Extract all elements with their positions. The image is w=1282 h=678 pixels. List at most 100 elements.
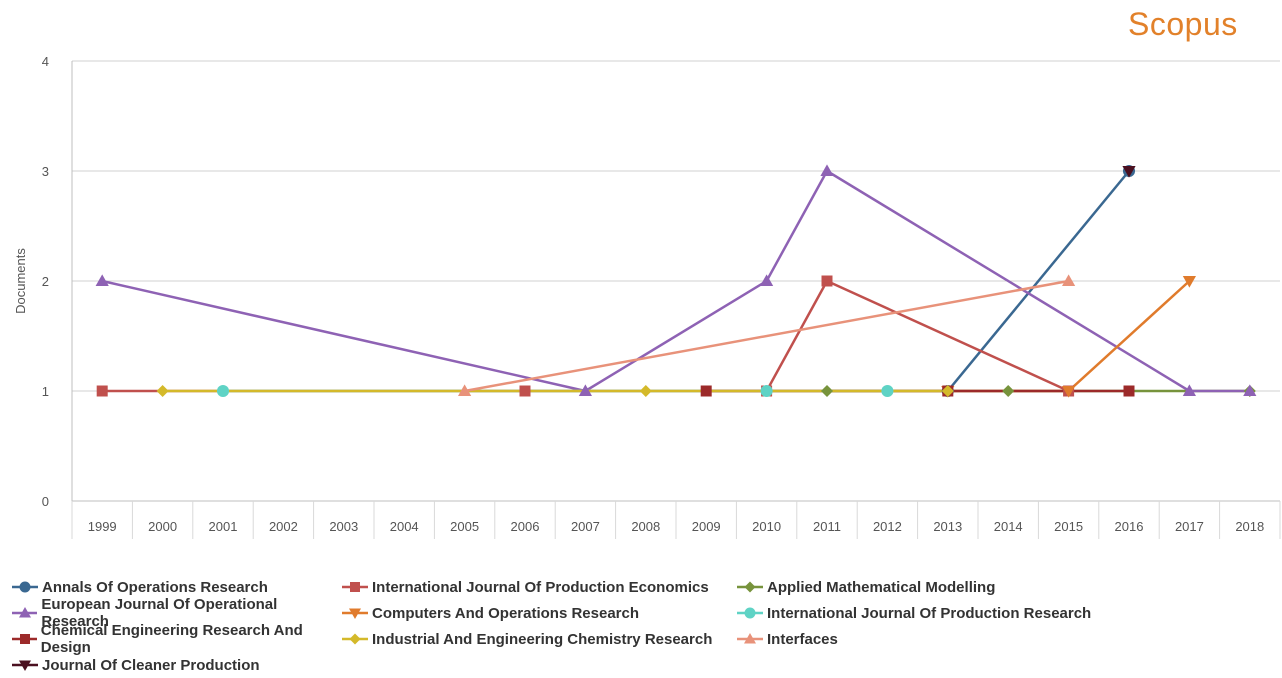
legend-item: International Journal Of Production Econ… <box>342 579 737 596</box>
data-point <box>216 384 230 398</box>
x-tick-label: 2005 <box>450 519 479 534</box>
legend-item: Journal Of Cleaner Production <box>12 657 342 674</box>
legend-swatch-icon <box>737 581 763 593</box>
legend-item: International Journal Of Production Rese… <box>737 605 1257 622</box>
legend-swatch-icon <box>12 607 38 618</box>
legend-marker-icon <box>349 633 361 645</box>
legend-swatch-icon <box>342 633 368 645</box>
x-tick-label: 2015 <box>1054 519 1083 534</box>
x-tick-label: 2000 <box>148 519 177 534</box>
legend-label: International Journal Of Production Rese… <box>767 604 1092 622</box>
data-point <box>1122 166 1136 178</box>
x-tick-label: 2003 <box>329 519 358 534</box>
y-tick-label: 1 <box>42 384 49 399</box>
legend-swatch-icon <box>342 608 368 619</box>
chart-legend: Annals Of Operations Research Internation… <box>12 574 1272 678</box>
grid-lines <box>72 60 1280 502</box>
series-line <box>102 279 1070 393</box>
legend-item: Chemical Engineering Research And Design <box>12 622 342 656</box>
legend-label: Journal Of Cleaner Production <box>42 656 260 674</box>
data-point <box>760 384 773 398</box>
legend-item: Interfaces <box>737 631 1257 648</box>
legend-row: European Journal Of Operational Research… <box>12 596 1272 630</box>
legend-item: European Journal Of Operational Research <box>12 596 342 630</box>
data-point <box>95 274 109 286</box>
data-point <box>881 384 894 398</box>
x-tick-label: 1999 <box>88 519 117 534</box>
legend-marker-icon <box>19 607 31 618</box>
data-point <box>941 384 954 398</box>
x-tick-label: 2010 <box>752 519 781 534</box>
data-point <box>1182 384 1196 396</box>
y-tick-label: 2 <box>42 274 49 289</box>
legend-swatch-icon <box>737 633 763 644</box>
legend-marker-icon <box>350 582 360 592</box>
data-point <box>820 384 834 398</box>
x-tick-label: 2011 <box>813 519 841 534</box>
x-tick-label: 2004 <box>390 519 419 534</box>
series-line <box>101 169 1250 393</box>
legend-swatch-icon <box>12 660 38 671</box>
x-tick-label: 2014 <box>994 519 1023 534</box>
scopus-logo-text: Scopus <box>1128 6 1238 42</box>
data-point <box>458 384 472 396</box>
legend-item: Annals Of Operations Research <box>12 579 342 596</box>
legend-label: Computers And Operations Research <box>372 604 640 622</box>
legend-label: Industrial And Engineering Chemistry Res… <box>372 630 713 648</box>
data-point <box>96 385 108 397</box>
legend-item: Applied Mathematical Modelling <box>737 579 1257 596</box>
data-point <box>1123 385 1135 397</box>
data-point <box>156 384 169 398</box>
data-point <box>1062 386 1076 398</box>
axes: 0 1 2 3 4 1999 2000 2001 2002 2003 2004 2005 2006 200… <box>42 54 1281 539</box>
y-tick-label: 0 <box>42 494 49 509</box>
legend-item: Industrial And Engineering Chemistry Res… <box>342 631 737 648</box>
data-point <box>760 274 774 286</box>
legend-swatch-icon <box>12 581 38 593</box>
x-tick-label: 2002 <box>269 519 298 534</box>
legend-marker-icon <box>19 581 31 593</box>
data-point <box>578 384 592 396</box>
data-point <box>1002 384 1015 398</box>
data-point <box>639 384 652 398</box>
legend-marker-icon <box>349 608 361 619</box>
x-tick-label: 2016 <box>1115 519 1144 534</box>
legend-label: Applied Mathematical Modelling <box>767 578 996 596</box>
series-line <box>946 170 1130 392</box>
x-tick-label: 2012 <box>873 519 902 534</box>
legend-label: European Journal Of Operational Research <box>41 596 278 630</box>
legend-marker-icon <box>744 581 756 593</box>
x-tick-label: 2018 <box>1235 519 1264 534</box>
series-markers <box>95 164 1257 398</box>
legend-label: Chemical Engineering Research And Design <box>40 622 303 656</box>
legend-label: Interfaces <box>767 630 838 648</box>
legend-marker-icon <box>20 634 30 644</box>
legend-label: International Journal Of Production Econ… <box>372 578 709 596</box>
legend-marker-icon <box>744 607 756 619</box>
data-point <box>1062 274 1076 286</box>
x-tick-label: 2017 <box>1175 519 1204 534</box>
legend-swatch-icon <box>12 634 37 644</box>
data-point <box>700 385 712 397</box>
legend-marker-icon <box>19 660 31 671</box>
y-axis-label: Documents <box>13 248 28 314</box>
legend-label: Annals Of Operations Research <box>42 578 268 596</box>
series-line <box>464 279 1069 393</box>
data-point <box>820 164 834 176</box>
y-tick-label: 3 <box>42 164 49 179</box>
legend-row: Journal Of Cleaner Production <box>12 652 1272 678</box>
x-tick-label: 2007 <box>571 519 600 534</box>
line-chart: 0 1 2 3 4 1999 2000 2001 2002 2003 2004 2005 2006 200… <box>13 54 1281 539</box>
data-point <box>821 275 833 287</box>
x-tick-label: 2009 <box>692 519 721 534</box>
legend-swatch-icon <box>737 607 763 619</box>
y-tick-label: 4 <box>42 54 49 69</box>
legend-marker-icon <box>744 633 756 644</box>
x-tick-label: 2001 <box>209 519 238 534</box>
legend-row: Chemical Engineering Research And Design… <box>12 622 1272 656</box>
x-tick-label: 2006 <box>511 519 540 534</box>
x-tick-label: 2008 <box>631 519 660 534</box>
legend-item: Computers And Operations Research <box>342 605 737 622</box>
data-point <box>1182 276 1196 288</box>
x-tick-label: 2013 <box>933 519 962 534</box>
